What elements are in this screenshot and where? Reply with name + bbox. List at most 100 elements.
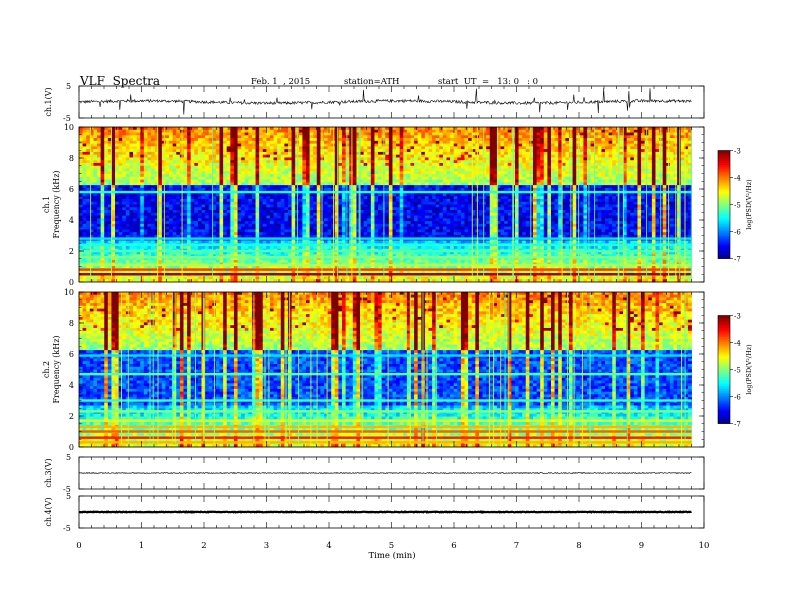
ch2-spectrogram: 0 2 4 6 8 10 ch.2 Frequency (kHz) -3 -4 -5 -6 -7 log(… xyxy=(42,288,753,452)
sferic-streak xyxy=(409,292,411,444)
ytick-label: 4 xyxy=(69,216,74,225)
ytick-label: 4 xyxy=(69,381,74,390)
sferic-streak xyxy=(358,127,360,279)
spectrogram-image xyxy=(79,292,692,448)
sferic-streak xyxy=(626,292,628,444)
sferic-streak xyxy=(588,127,590,279)
narrowband-line xyxy=(79,249,692,253)
ytick-label: 5 xyxy=(66,82,71,91)
sferic-streak xyxy=(675,127,677,279)
colorbar-tick-label: -6 xyxy=(734,394,741,402)
sferic-streak xyxy=(326,292,328,444)
narrowband-line xyxy=(79,441,692,444)
xtick-label: 10 xyxy=(699,541,710,551)
sferic-streak xyxy=(504,292,506,444)
sferic-streak xyxy=(500,292,502,444)
sferic-streak xyxy=(337,127,339,279)
xtick-label: 6 xyxy=(451,541,456,551)
sferic-streak xyxy=(594,127,596,279)
date-label: Feb. 1 , 2015 xyxy=(251,77,311,87)
sferic-streak xyxy=(561,127,563,279)
colorbar-label: log(PSD(V²/Hz) xyxy=(745,344,753,395)
narrowband-line xyxy=(79,237,692,240)
sferic-streak xyxy=(174,292,176,444)
narrowband-line xyxy=(79,354,692,357)
sferic-streak xyxy=(195,292,196,444)
sferic-streak xyxy=(212,127,214,279)
sferic-streak xyxy=(181,127,183,279)
sferic-streak xyxy=(149,292,151,444)
ytick-label: 5 xyxy=(66,453,71,462)
ylabel-channel: ch.1 xyxy=(42,196,51,213)
colorbar-tick-label: -5 xyxy=(734,367,741,375)
ytick-label: 0 xyxy=(69,443,74,452)
sferic-streak xyxy=(213,292,215,444)
sferic-streak xyxy=(617,127,619,279)
sferic-streak xyxy=(171,292,173,444)
x-axis: 0 1 2 3 4 5 6 7 8 9 10 Time (min) xyxy=(76,541,709,561)
sferic-streak xyxy=(351,127,353,279)
sferic-streak xyxy=(567,292,569,444)
sferic-streak xyxy=(530,127,532,279)
colorbar-tick-label: -7 xyxy=(734,421,741,429)
sferic-streak xyxy=(121,292,122,444)
ch3-waveform: 5 -5 ch.3(V) xyxy=(44,453,705,494)
ylabel: ch.1(V) xyxy=(44,87,53,116)
sferic-streak xyxy=(111,127,112,279)
station-label: station=ATH xyxy=(344,77,400,87)
sferic-streak xyxy=(684,127,686,279)
panel-frame xyxy=(78,126,705,283)
ytick-label: 8 xyxy=(69,154,74,163)
waveform-trace xyxy=(79,88,692,115)
colorbar-tick-label: -4 xyxy=(734,340,741,348)
sferic-streak xyxy=(361,292,363,444)
colorbar-tick-label: -7 xyxy=(734,256,741,264)
panel-frame xyxy=(78,85,705,119)
colorbar-tick-label: -6 xyxy=(734,229,741,237)
narrowband-line xyxy=(79,268,692,271)
colorbar-tick-label: -3 xyxy=(734,313,741,321)
xtick-label: 1 xyxy=(139,541,144,551)
xtick-label: 4 xyxy=(326,541,331,551)
panel-frame xyxy=(78,495,705,529)
sferic-streak xyxy=(573,292,575,444)
sferic-streak xyxy=(90,127,92,279)
narrowband-line xyxy=(79,190,692,194)
sferic-streak xyxy=(152,292,154,444)
ylabel-channel: ch.2 xyxy=(42,361,51,378)
ytick-label: 2 xyxy=(69,247,74,256)
sferic-streak xyxy=(268,292,270,444)
colorbar-tick-label: -5 xyxy=(734,202,741,210)
sferic-streak xyxy=(289,292,291,444)
sferic-streak xyxy=(483,127,485,279)
colorbar: -3 -4 -5 -6 -7 log(PSD(V²/Hz) xyxy=(717,148,753,264)
sferic-streak xyxy=(512,127,514,279)
ylabel: ch.4(V) xyxy=(44,497,53,526)
sferic-streak xyxy=(310,292,312,444)
sferic-streak xyxy=(679,127,681,279)
narrowband-line xyxy=(79,410,692,413)
xtick-label: 3 xyxy=(264,541,269,551)
sferic-streak xyxy=(646,127,648,279)
sferic-streak xyxy=(296,127,298,279)
sferic-streak xyxy=(578,127,580,279)
spectrogram-image xyxy=(79,127,692,283)
ytick-label: 8 xyxy=(69,319,74,328)
sferic-streak xyxy=(163,127,165,279)
narrowband-line xyxy=(79,436,692,439)
start-time-label: start UT = 13: 0 : 0 xyxy=(438,77,539,87)
sferic-streak xyxy=(157,127,159,279)
ylabel: Frequency (kHz) xyxy=(52,335,61,403)
ch1-waveform: 5 -5 ch.1(V) xyxy=(44,82,705,123)
xtick-label: 9 xyxy=(639,541,644,551)
sferic-streak xyxy=(321,127,323,279)
sferic-streak xyxy=(333,127,334,279)
xtick-label: 2 xyxy=(201,541,206,551)
xtick-label: 8 xyxy=(576,541,581,551)
sferic-streak xyxy=(488,292,490,444)
sferic-streak xyxy=(684,292,686,444)
sferic-streak xyxy=(570,127,572,279)
ytick-label: 2 xyxy=(69,412,74,421)
colorbar: -3 -4 -5 -6 -7 log(PSD(V²/Hz) xyxy=(717,313,753,429)
xtick-label: 7 xyxy=(514,541,519,551)
